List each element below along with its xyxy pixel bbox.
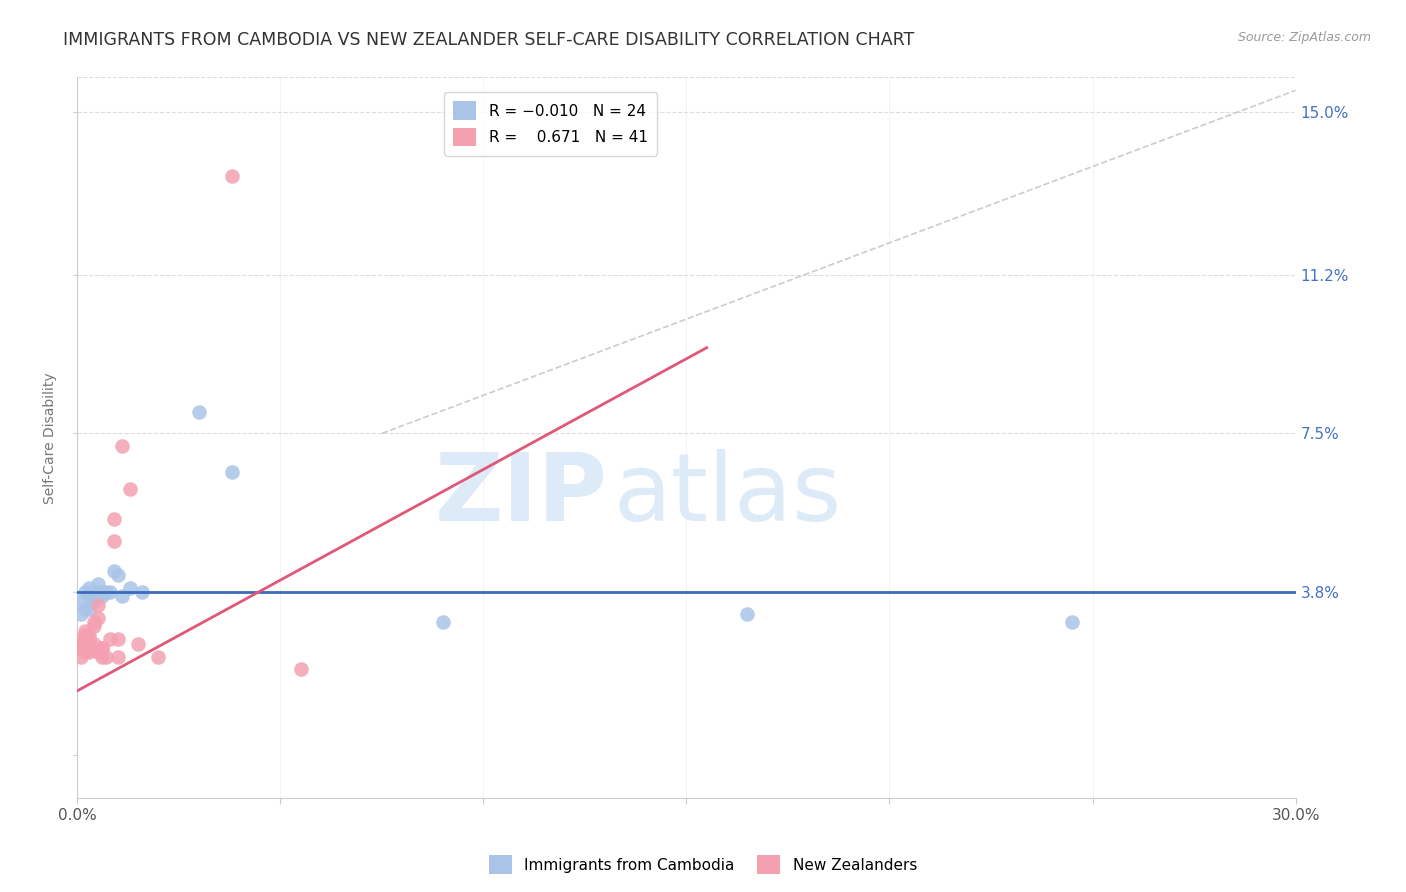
Point (103, 564, 125, 578)
Point (70, 607, 93, 621)
Point (90, 640, 112, 655)
Point (70, 637, 93, 651)
Point (90, 640, 112, 655)
Point (98, 585, 121, 599)
Point (79, 632, 101, 647)
Point (111, 590, 134, 604)
Point (221, 465, 243, 479)
Text: atlas: atlas (613, 450, 842, 541)
Point (107, 568, 129, 582)
Point (148, 649, 170, 664)
Point (86, 611, 108, 625)
Point (86, 585, 108, 599)
Point (70, 593, 93, 607)
Point (221, 169, 243, 183)
Point (90, 585, 112, 599)
Point (83, 615, 105, 630)
Point (79, 640, 101, 655)
Point (94, 649, 117, 664)
Point (75, 632, 97, 647)
Point (79, 640, 101, 655)
Point (83, 593, 105, 607)
Legend: Immigrants from Cambodia, New Zealanders: Immigrants from Cambodia, New Zealanders (482, 849, 924, 880)
Point (83, 637, 105, 651)
Point (432, 615, 454, 630)
Text: ZIP: ZIP (434, 450, 607, 541)
Point (75, 585, 97, 599)
Y-axis label: Self-Care Disability: Self-Care Disability (44, 372, 58, 504)
Point (75, 628, 97, 642)
Point (118, 482, 141, 496)
Point (75, 637, 97, 651)
Point (118, 581, 141, 595)
Point (70, 640, 93, 655)
Point (188, 405, 211, 419)
Point (107, 632, 129, 647)
Point (90, 649, 112, 664)
Point (79, 602, 101, 616)
Text: Source: ZipAtlas.com: Source: ZipAtlas.com (1237, 31, 1371, 45)
Point (75, 602, 97, 616)
Point (127, 637, 149, 651)
Point (86, 576, 108, 591)
Point (107, 649, 129, 664)
Point (131, 585, 153, 599)
Point (111, 439, 134, 453)
Point (86, 645, 108, 659)
Point (83, 590, 105, 604)
Text: IMMIGRANTS FROM CAMBODIA VS NEW ZEALANDER SELF-CARE DISABILITY CORRELATION CHART: IMMIGRANTS FROM CAMBODIA VS NEW ZEALANDE… (63, 31, 914, 49)
Point (79, 590, 101, 604)
Point (86, 598, 108, 612)
Point (290, 662, 312, 676)
Legend: R = −0.010   N = 24, R =    0.671   N = 41: R = −0.010 N = 24, R = 0.671 N = 41 (444, 92, 657, 155)
Point (103, 533, 125, 548)
Point (70, 649, 93, 664)
Point (70, 632, 93, 647)
Point (79, 581, 101, 595)
Point (103, 512, 125, 526)
Point (94, 585, 117, 599)
Point (1062, 615, 1084, 630)
Point (737, 607, 759, 621)
Point (79, 645, 101, 659)
Point (79, 628, 101, 642)
Point (90, 590, 112, 604)
Point (75, 645, 97, 659)
Point (75, 624, 97, 638)
Point (83, 619, 105, 633)
Point (98, 632, 121, 647)
